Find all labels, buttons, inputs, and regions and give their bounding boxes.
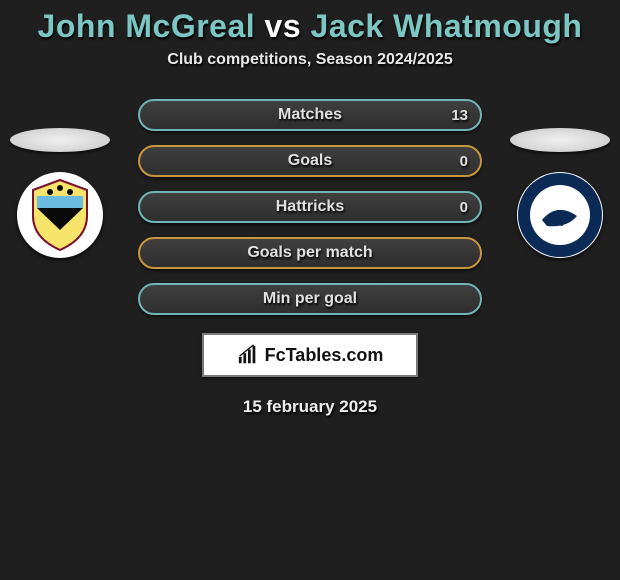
svg-text:PP: PP — [551, 214, 569, 229]
stats-list: Matches 13 Goals 0 Hattricks 0 Goals per… — [138, 99, 482, 315]
club-badge-right-icon: PP — [517, 172, 603, 258]
club-badge-left-icon — [17, 172, 103, 258]
title-player2: Jack Whatmough — [311, 8, 583, 44]
player1-avatar-placeholder — [10, 128, 110, 152]
stat-label: Goals — [288, 152, 332, 170]
stat-label: Goals per match — [247, 244, 372, 262]
player-left-slot — [10, 128, 110, 258]
title-vs: vs — [255, 8, 310, 44]
brand-box[interactable]: FcTables.com — [202, 333, 418, 377]
date-label: 15 february 2025 — [0, 397, 620, 417]
bar-chart-icon — [237, 344, 259, 366]
title-player1: John McGreal — [38, 8, 256, 44]
stat-label: Hattricks — [276, 198, 344, 216]
subtitle: Club competitions, Season 2024/2025 — [0, 51, 620, 69]
stat-row-min-per-goal: Min per goal — [138, 283, 482, 315]
player2-club-badge: PP — [517, 172, 603, 258]
stat-label: Min per goal — [263, 290, 357, 308]
stat-row-hattricks: Hattricks 0 — [138, 191, 482, 223]
player2-avatar-placeholder — [510, 128, 610, 152]
brand-text: FcTables.com — [265, 345, 384, 366]
player-right-slot: PP — [510, 128, 610, 258]
stat-row-goals-per-match: Goals per match — [138, 237, 482, 269]
stat-row-goals: Goals 0 — [138, 145, 482, 177]
stat-label: Matches — [278, 106, 342, 124]
stat-right-value: 0 — [460, 153, 468, 170]
stat-right-value: 13 — [451, 107, 468, 124]
stat-right-value: 0 — [460, 199, 468, 216]
stat-row-matches: Matches 13 — [138, 99, 482, 131]
page-title: John McGreal vs Jack Whatmough — [0, 0, 620, 51]
player1-club-badge — [17, 172, 103, 258]
